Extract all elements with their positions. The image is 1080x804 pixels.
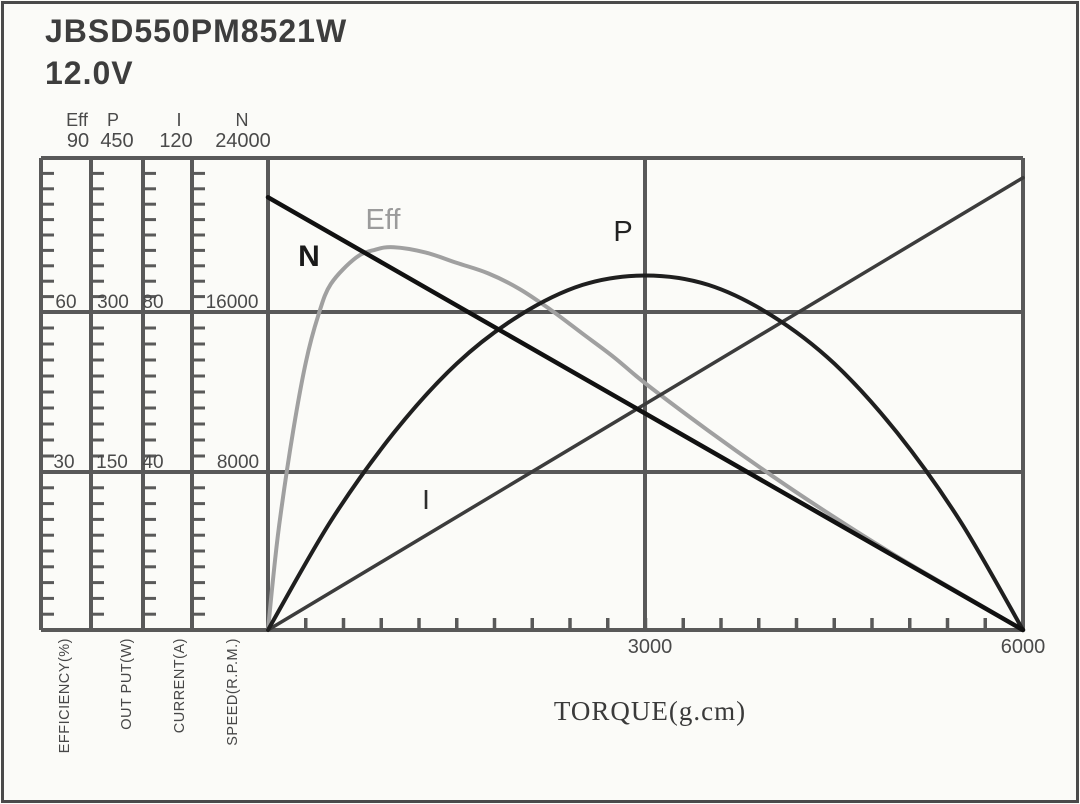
axis-header-n: N [235, 110, 249, 130]
curve-eff [266, 245, 1025, 632]
voltage-label: 12.0V [45, 55, 134, 91]
axis-max-n: 24000 [215, 130, 271, 152]
axis-unit-current: CURRENT(A) [172, 638, 188, 734]
curve-label-p: P [613, 216, 633, 248]
curve-label-n: N [298, 240, 320, 273]
axis-header-p: P [106, 110, 120, 130]
curve-p [266, 273, 1025, 632]
curve-label-i: I [422, 484, 430, 515]
axis-low-p: 150 [96, 452, 128, 473]
axis-max-p: 450 [100, 130, 134, 152]
x-tick-3000: 3000 [627, 636, 673, 658]
axis-low-eff: 30 [53, 452, 75, 473]
axis-unit-output: OUT PUT(W) [119, 638, 135, 730]
curve-n [265, 195, 1026, 633]
axis-mid-eff: 60 [55, 292, 77, 313]
axis-header-eff: Eff [66, 110, 88, 130]
axis-mid-n: 16000 [205, 292, 259, 313]
x-axis-title: TORQUE(g.cm) [553, 696, 747, 726]
axis-unit-speed: SPEED(R.P.M.) [225, 638, 241, 746]
axis-header-i: I [176, 110, 182, 130]
model-title: JBSD550PM8521W [45, 13, 348, 49]
axis-max-i: 120 [159, 130, 193, 152]
axis-max-eff: 90 [66, 130, 90, 152]
axis-mid-i: 80 [142, 292, 164, 313]
axis-unit-efficiency: EFFICIENCY(%) [57, 638, 73, 754]
axis-mid-p: 300 [97, 292, 129, 313]
title-block: JBSD550PM8521W 12.0V [45, 10, 347, 94]
curve-label-eff: Eff [365, 204, 401, 236]
axis-low-i: 40 [142, 452, 164, 473]
axis-low-n: 8000 [216, 452, 260, 473]
curve-i [266, 175, 1025, 632]
x-tick-6000: 6000 [1000, 636, 1046, 658]
